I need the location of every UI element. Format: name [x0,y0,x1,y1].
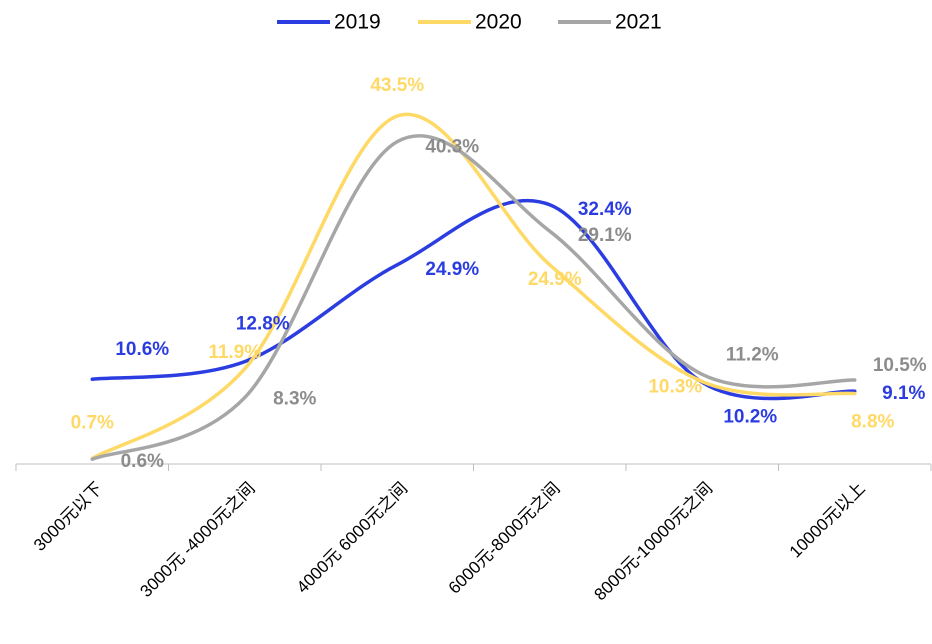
data-label: 43.5% [370,75,424,96]
legend-label: 2021 [615,11,662,34]
x-tick-label: 6000元-8000元之间 [445,479,564,598]
data-label: 24.9% [528,269,582,290]
line-series [90,198,857,401]
data-label: 8.8% [851,412,894,433]
data-label: 8.3% [273,389,316,410]
legend-label: 2020 [475,11,522,34]
x-tick-label: 3000元 -4000元之间 [136,479,258,601]
data-label: 0.6% [121,451,164,472]
data-label: 29.1% [578,225,632,246]
data-label: 0.7% [71,412,114,433]
data-label: 40.3% [425,137,479,158]
line-series [90,112,857,461]
data-label: 9.1% [882,383,925,404]
x-tick-label: 10000元以上 [786,479,869,562]
data-label: 10.5% [873,355,927,376]
line-series [90,134,857,461]
data-label: 32.4% [578,199,632,220]
x-tick-label: 4000元 6000元之间 [293,479,411,597]
data-label: 10.3% [648,377,702,398]
data-label: 12.8% [236,314,290,335]
legend-label: 2019 [334,11,381,34]
data-label: 11.2% [726,344,779,365]
x-tick-label: 8000元-10000元之间 [591,479,717,605]
data-label: 24.9% [425,259,479,280]
data-label: 11.9% [208,342,261,363]
x-tick-label: 3000元以下 [30,479,106,555]
data-label: 10.2% [723,406,777,427]
data-label: 10.6% [115,339,169,360]
